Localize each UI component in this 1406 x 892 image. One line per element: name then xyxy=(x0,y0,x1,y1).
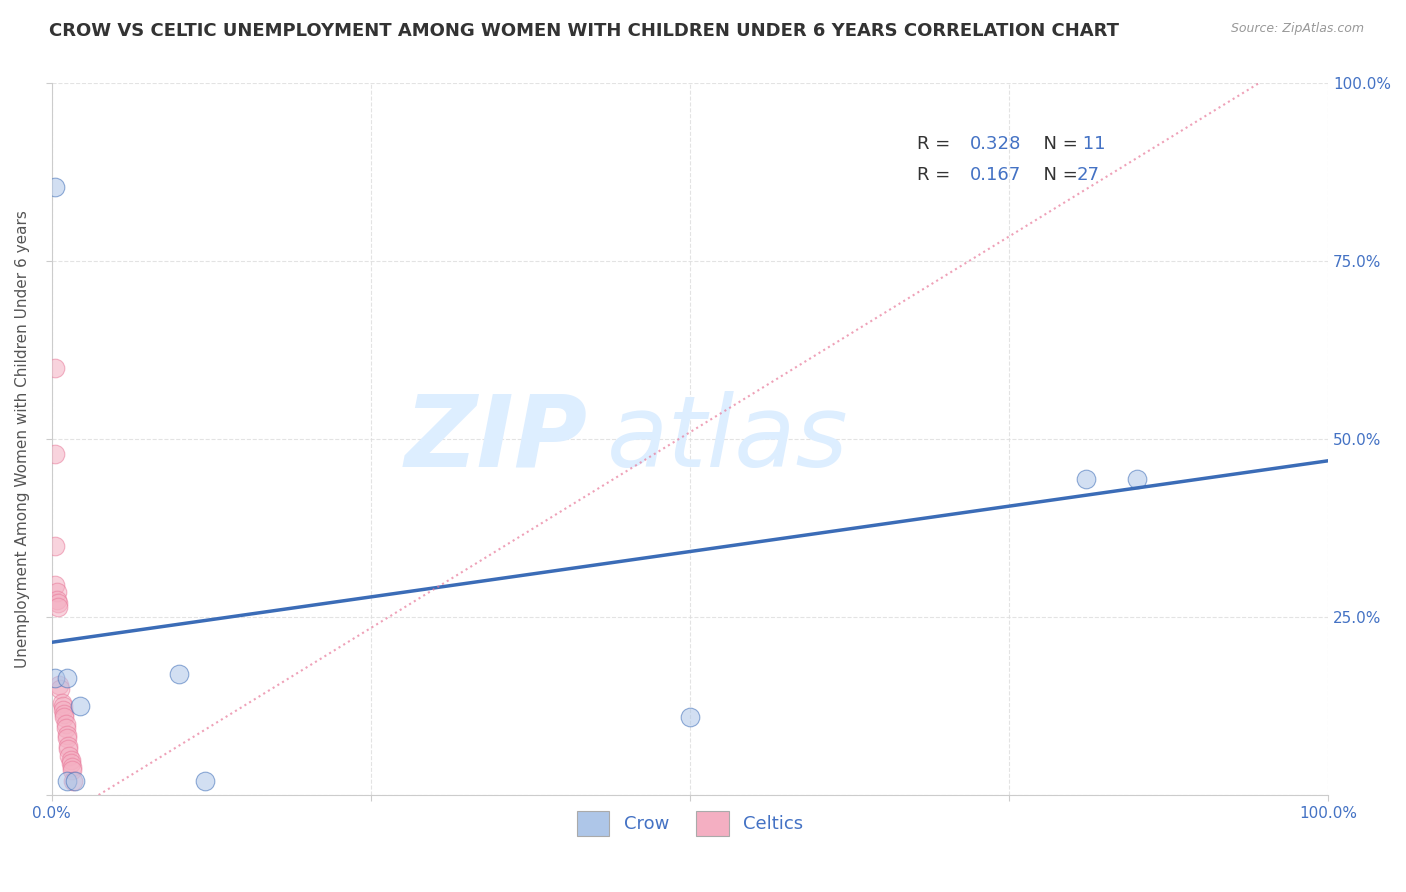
Point xyxy=(60,760,83,774)
Point xyxy=(49,681,72,696)
Point xyxy=(52,699,75,714)
Point xyxy=(56,671,79,685)
Point xyxy=(194,774,217,789)
Text: 11: 11 xyxy=(1077,135,1105,153)
Point xyxy=(45,592,67,607)
Point xyxy=(55,721,77,735)
Text: Source: ZipAtlas.com: Source: ZipAtlas.com xyxy=(1230,22,1364,36)
Point xyxy=(63,774,86,789)
Point xyxy=(46,596,69,610)
Point xyxy=(48,678,70,692)
Text: 0.167: 0.167 xyxy=(970,167,1021,185)
Point xyxy=(167,667,190,681)
Text: 27: 27 xyxy=(1077,167,1099,185)
Point xyxy=(69,699,91,714)
Text: 0.328: 0.328 xyxy=(970,135,1022,153)
Point xyxy=(44,361,66,376)
Point xyxy=(55,717,77,731)
Point xyxy=(44,671,66,685)
Point xyxy=(52,703,75,717)
Point xyxy=(1125,472,1147,486)
Point xyxy=(53,710,76,724)
Y-axis label: Unemployment Among Women with Children Under 6 years: Unemployment Among Women with Children U… xyxy=(15,211,30,668)
Legend: Crow, Celtics: Crow, Celtics xyxy=(569,804,810,843)
Point xyxy=(59,756,82,771)
Text: N =: N = xyxy=(1032,167,1084,185)
Point xyxy=(56,731,79,746)
Point xyxy=(60,764,83,778)
Point xyxy=(44,179,66,194)
Point xyxy=(53,706,76,721)
Point xyxy=(1074,472,1097,486)
Point xyxy=(56,774,79,789)
Point xyxy=(56,728,79,742)
Text: R =: R = xyxy=(917,135,956,153)
Point xyxy=(58,749,80,764)
Point xyxy=(51,696,73,710)
Text: CROW VS CELTIC UNEMPLOYMENT AMONG WOMEN WITH CHILDREN UNDER 6 YEARS CORRELATION : CROW VS CELTIC UNEMPLOYMENT AMONG WOMEN … xyxy=(49,22,1119,40)
Point xyxy=(44,539,66,553)
Point xyxy=(62,774,84,789)
Point xyxy=(46,599,69,614)
Point xyxy=(45,585,67,599)
Text: R =: R = xyxy=(917,167,956,185)
Text: ZIP: ZIP xyxy=(405,391,588,488)
Point xyxy=(59,753,82,767)
Point xyxy=(44,447,66,461)
Point xyxy=(679,710,702,724)
Text: N =: N = xyxy=(1032,135,1084,153)
Point xyxy=(56,739,79,753)
Text: atlas: atlas xyxy=(607,391,848,488)
Point xyxy=(56,742,79,756)
Point xyxy=(44,578,66,592)
